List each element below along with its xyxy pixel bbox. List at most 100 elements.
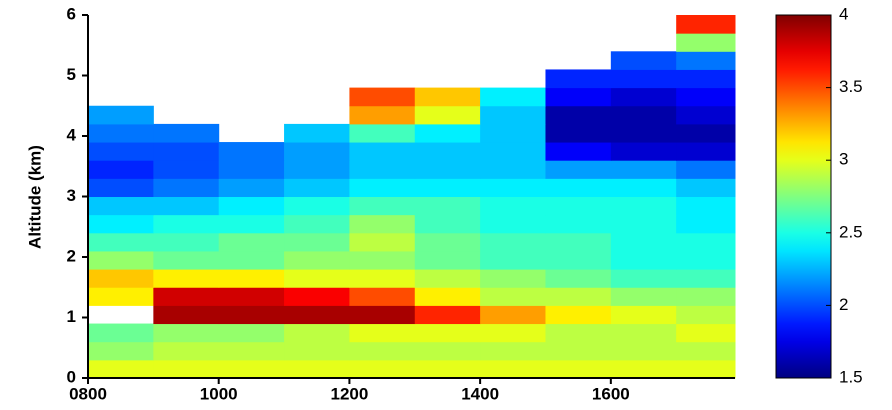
heatmap-cell [676,87,736,107]
heatmap-cell [88,269,154,288]
heatmap-cell [153,196,220,216]
heatmap-cell [88,250,154,270]
heatmap-cell [88,359,154,379]
heatmap-cell [218,178,285,197]
heatmap-cell [218,359,285,379]
heatmap-cell [414,105,481,125]
heatmap-cell [480,123,546,143]
heatmap-cell [610,214,677,234]
heatmap-cell [676,142,736,161]
heatmap-cell [218,214,285,234]
x-tick-label: 1000 [200,384,238,403]
heatmap-cell [480,341,546,361]
heatmap-cell [349,178,416,197]
y-tick-label: 0 [67,367,76,386]
heatmap-cell [153,323,220,343]
heatmap-cell [414,269,481,288]
heatmap-cell [414,341,481,361]
heatmap-cell [610,323,677,343]
heatmap-cell [284,323,350,343]
heatmap-cell [610,341,677,361]
x-tick-label: 1200 [331,384,369,403]
heatmap-cell [545,341,612,361]
heatmap-cell [153,287,220,306]
heatmap-cell [610,142,677,161]
heatmap-cell [349,214,416,234]
heatmap-cell [610,196,677,216]
heatmap-cell [676,51,736,70]
heatmap-cell [414,305,481,325]
heatmap-cell [153,359,220,379]
heatmap-cell [284,123,350,143]
heatmap-cell [676,178,736,197]
heatmap-cell [480,160,546,179]
heatmap-cell [88,214,154,234]
heatmap-cell [88,232,154,252]
heatmap-cell [218,232,285,252]
colorbar-tick-label: 3 [839,150,848,169]
heatmap-cell [153,269,220,288]
heatmap-cell [349,123,416,143]
heatmap-cell [153,123,220,143]
heatmap-cell [284,341,350,361]
heatmap-cell [610,105,677,125]
heatmap-cell [480,323,546,343]
heatmap-cell [610,160,677,179]
heatmap-cell [414,287,481,306]
heatmap-cell [545,160,612,179]
heatmap-cell [349,87,416,107]
heatmap-cell [218,142,285,161]
y-tick-label: 5 [67,65,76,84]
colorbar [775,14,832,379]
heatmap-cell [610,250,677,270]
heatmap-cell [88,287,154,306]
heatmap-cell [676,359,736,379]
heatmap-cell [545,105,612,125]
heatmap-cell [414,359,481,379]
heatmap-cell [153,232,220,252]
heatmap-cell [88,105,154,125]
colorbar-tick-label: 2 [839,295,848,314]
heatmap-cell [284,269,350,288]
heatmap-cell [545,250,612,270]
heatmap-cell [218,269,285,288]
heatmap-cell [284,232,350,252]
heatmap-cell [545,305,612,325]
heatmap-cell [414,87,481,107]
x-tick-label: 0800 [69,384,107,403]
heatmap-cell [676,214,736,234]
heatmap-cell [153,305,220,325]
heatmap-cell [676,105,736,125]
heatmap-cell [218,196,285,216]
heatmap-cell [480,359,546,379]
heatmap-cell [414,142,481,161]
heatmap-cell [218,305,285,325]
heatmap-cell [414,214,481,234]
heatmap-cell [414,178,481,197]
heatmap-cell [218,287,285,306]
colorbar-tick-label: 2.5 [839,222,863,241]
heatmap-cell [284,214,350,234]
heatmap-cell [284,178,350,197]
heatmap-cell [284,305,350,325]
heatmap-cell [610,305,677,325]
heatmap-cell [676,287,736,306]
heatmap-cell [284,196,350,216]
heatmap-cell [480,196,546,216]
heatmap-cell [676,250,736,270]
heatmap-cell [414,196,481,216]
heatmap-cell [545,269,612,288]
heatmap-cell [153,341,220,361]
heatmap-cell [88,123,154,143]
colorbar-tick-label: 1.5 [839,367,863,386]
heatmap-cell [610,87,677,107]
heatmap-cell [218,323,285,343]
heatmap-cell [610,69,677,89]
heatmap-cell [349,269,416,288]
heatmap-cell [676,305,736,325]
x-tick-label: 1600 [592,384,630,403]
heatmap-cell [480,287,546,306]
heatmap-cell [545,196,612,216]
heatmap-cell [610,232,677,252]
